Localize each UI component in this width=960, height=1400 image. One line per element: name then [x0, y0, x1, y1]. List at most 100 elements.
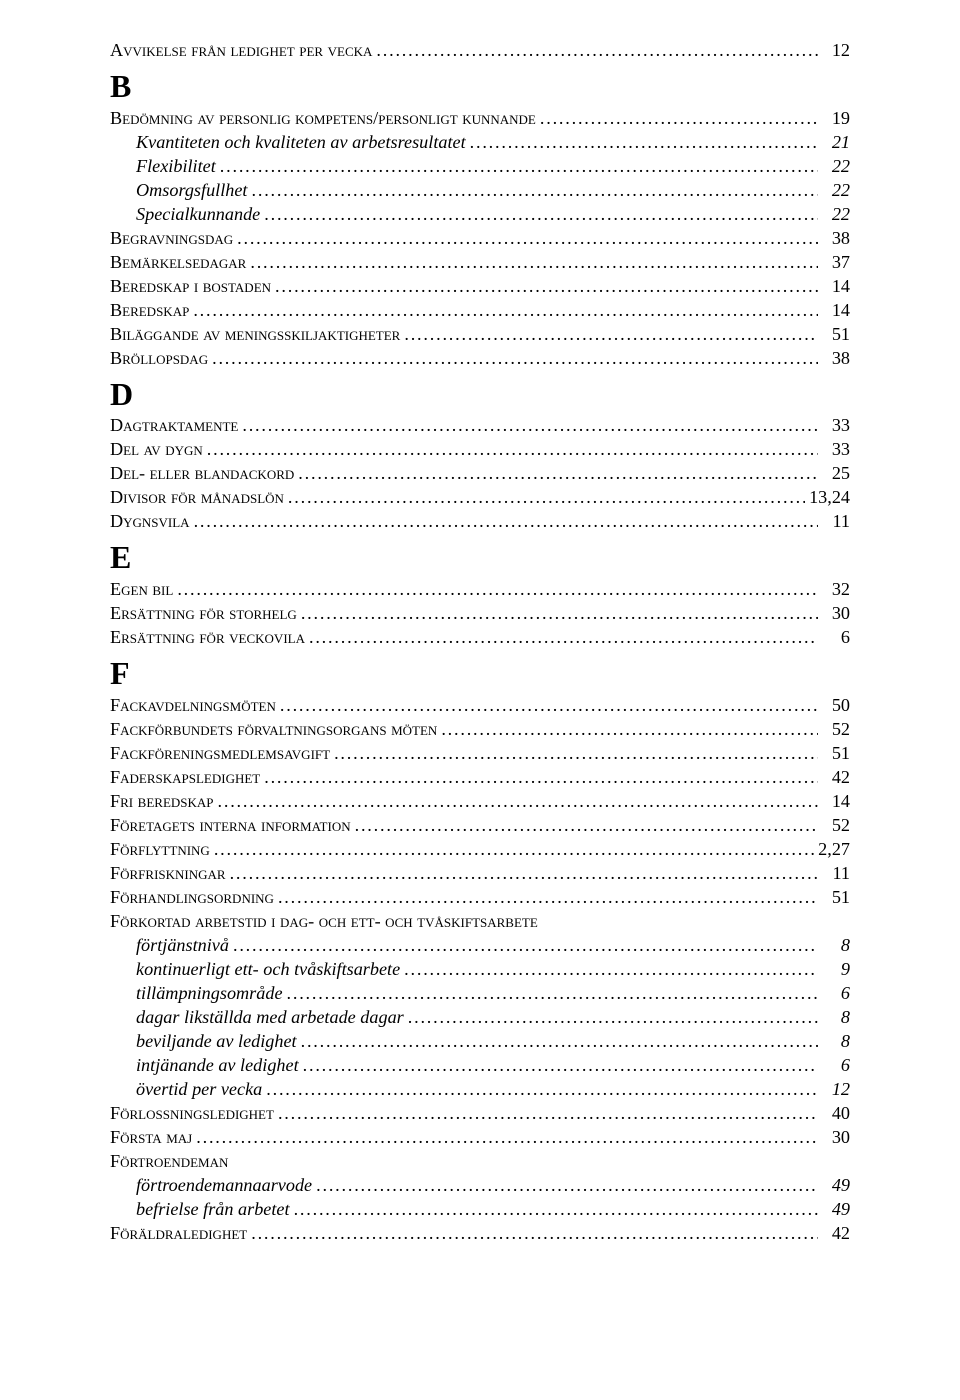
page-number: 33 — [822, 437, 850, 461]
dot-leader — [278, 885, 818, 909]
page-number: 11 — [822, 861, 850, 885]
page-number: 30 — [822, 601, 850, 625]
dot-leader — [280, 693, 818, 717]
page-number: 38 — [822, 346, 850, 370]
page-number: 33 — [822, 413, 850, 437]
dot-leader — [303, 1053, 818, 1077]
page-number: 19 — [822, 106, 850, 130]
index-label: befrielse från arbetet — [136, 1197, 290, 1221]
index-label: Omsorgsfullhet — [136, 178, 248, 202]
dot-leader — [214, 837, 814, 861]
page-number: 8 — [822, 1005, 850, 1029]
index-label: Specialkunnande — [136, 202, 260, 226]
index-row: Bemärkelsedagar37 — [110, 250, 850, 274]
dot-leader — [275, 274, 818, 298]
page-number: 42 — [822, 765, 850, 789]
index-label: Ersättning för storhelg — [110, 601, 297, 625]
page-number: 49 — [822, 1173, 850, 1197]
dot-leader — [218, 789, 818, 813]
page-number: 9 — [822, 957, 850, 981]
dot-leader — [220, 154, 818, 178]
index-row: Faderskapsledighet 42 — [110, 765, 850, 789]
page-number: 42 — [822, 1221, 850, 1245]
dot-leader — [196, 1125, 818, 1149]
index-row: förtroendemannaarvode 49 — [110, 1173, 850, 1197]
index-row: intjänande av ledighet6 — [110, 1053, 850, 1077]
index-row: befrielse från arbetet49 — [110, 1197, 850, 1221]
index-row: Beredskap i bostaden14 — [110, 274, 850, 298]
dot-leader — [470, 130, 818, 154]
page-number: 52 — [822, 813, 850, 837]
page-number: 22 — [822, 202, 850, 226]
index-row: Ersättning för veckovila6 — [110, 625, 850, 649]
dot-leader — [250, 250, 818, 274]
dot-leader — [441, 717, 818, 741]
index-label: Dagtraktamente — [110, 413, 238, 437]
index-row: Dygnsvila11 — [110, 509, 850, 533]
index-label: Första maj — [110, 1125, 192, 1149]
dot-leader — [298, 461, 818, 485]
index-label: tillämpningsområde — [136, 981, 283, 1005]
index-label: Begravningsdag — [110, 226, 233, 250]
index-row: Del av dygn 33 — [110, 437, 850, 461]
index-label: övertid per vecka — [136, 1077, 262, 1101]
dot-leader — [404, 957, 818, 981]
index-label: beviljande av ledighet — [136, 1029, 297, 1053]
index-row: Första maj 30 — [110, 1125, 850, 1149]
index-row: Bedömning av personlig kompetens/personl… — [110, 106, 850, 130]
page-number: 13,24 — [809, 485, 850, 509]
dot-leader — [251, 1221, 818, 1245]
section-letter: B — [110, 70, 850, 104]
page-number: 8 — [822, 933, 850, 957]
index-row: Del- eller blandackord25 — [110, 461, 850, 485]
dot-leader — [355, 813, 818, 837]
index-row: Kvantiteten och kvaliteten av arbetsresu… — [110, 130, 850, 154]
dot-leader — [237, 226, 818, 250]
dot-leader — [177, 577, 818, 601]
page-number: 25 — [822, 461, 850, 485]
dot-leader — [404, 322, 818, 346]
index-label: Faderskapsledighet — [110, 765, 260, 789]
page-number: 14 — [822, 298, 850, 322]
index-row: beviljande av ledighet8 — [110, 1029, 850, 1053]
page-number: 11 — [822, 509, 850, 533]
index-subhead: Förtroendeman — [110, 1149, 850, 1173]
page-number: 30 — [822, 1125, 850, 1149]
dot-leader — [266, 1077, 818, 1101]
dot-leader — [212, 346, 818, 370]
index-row: Biläggande av meningsskiljaktigheter51 — [110, 322, 850, 346]
page-number: 6 — [822, 981, 850, 1005]
index-label: Biläggande av meningsskiljaktigheter — [110, 322, 400, 346]
index-row: Förfriskningar11 — [110, 861, 850, 885]
index-row: Fri beredskap 14 — [110, 789, 850, 813]
index-label: förtjänstnivå — [136, 933, 229, 957]
page-number: 14 — [822, 789, 850, 813]
index-row: Föräldraledighet42 — [110, 1221, 850, 1245]
index-label: Beredskap i bostaden — [110, 274, 271, 298]
page-number: 32 — [822, 577, 850, 601]
section-letter: D — [110, 378, 850, 412]
index-row: Bröllopsdag38 — [110, 346, 850, 370]
dot-leader — [316, 1173, 818, 1197]
index-subhead: Förkortad arbetstid i dag- och ett- och … — [110, 909, 850, 933]
index-label: Del av dygn — [110, 437, 203, 461]
index-label: Förkortad arbetstid i dag- och ett- och … — [110, 909, 538, 933]
page-number: 51 — [822, 741, 850, 765]
index-row: dagar likställda med arbetade dagar8 — [110, 1005, 850, 1029]
index-row: Omsorgsfullhet22 — [110, 178, 850, 202]
dot-leader — [288, 485, 805, 509]
index-label: kontinuerligt ett- och tvåskiftsarbete — [136, 957, 400, 981]
index-page: Avvikelse från ledighet per vecka12BBedö… — [0, 0, 960, 1400]
index-label: förtroendemannaarvode — [136, 1173, 312, 1197]
index-label: Fri beredskap — [110, 789, 214, 813]
index-label: Fackföreningsmedlemsavgift — [110, 741, 330, 765]
index-row: förtjänstnivå 8 — [110, 933, 850, 957]
index-row: Begravningsdag38 — [110, 226, 850, 250]
index-label: Fackförbundets förvaltningsorgans möten — [110, 717, 437, 741]
index-label: Förhandlingsordning — [110, 885, 274, 909]
index-row: Beredskap14 — [110, 298, 850, 322]
dot-leader — [287, 981, 818, 1005]
dot-leader — [193, 298, 818, 322]
dot-leader — [230, 861, 818, 885]
page-number: 37 — [822, 250, 850, 274]
